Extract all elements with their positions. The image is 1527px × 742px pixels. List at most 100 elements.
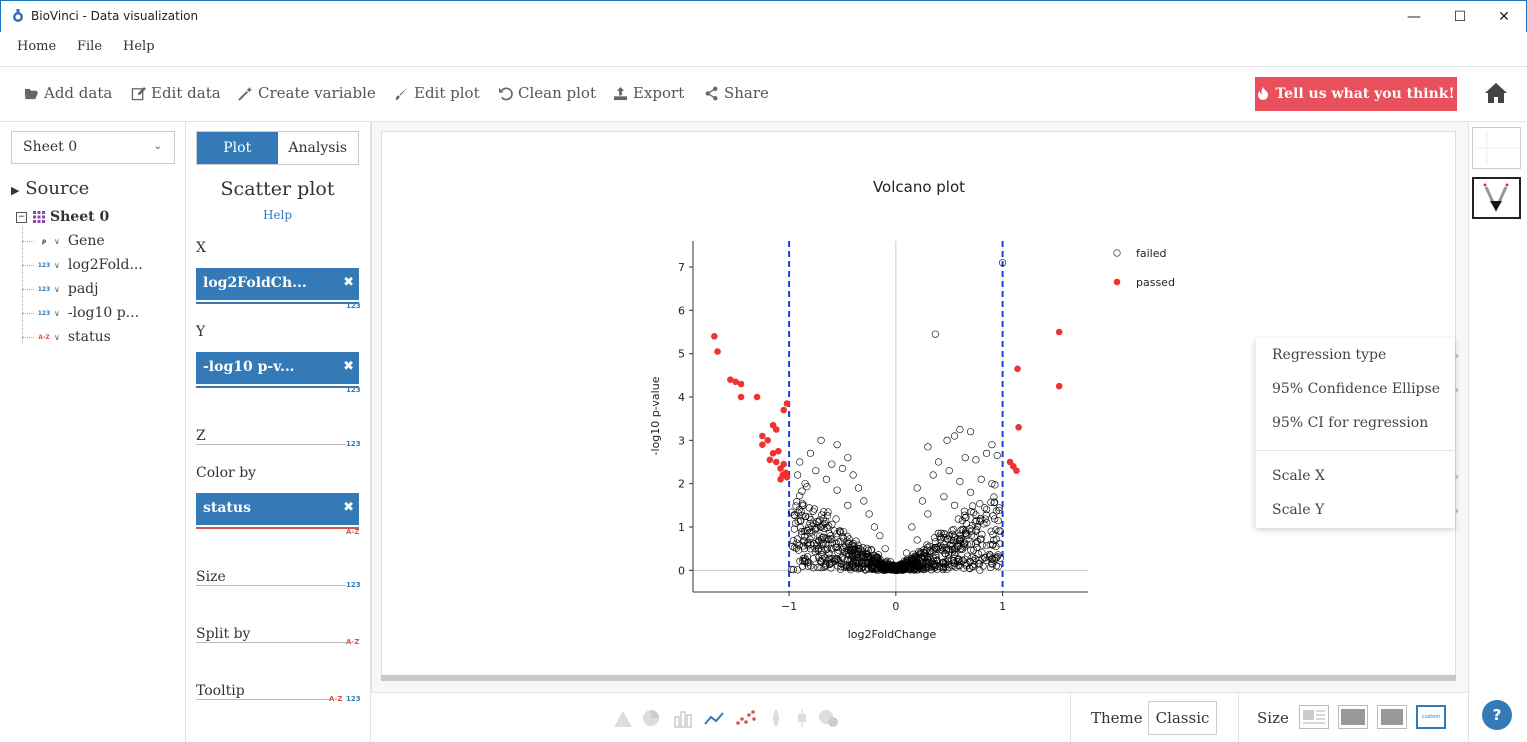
remove-color-icon[interactable]: ✖: [343, 500, 354, 515]
failed-point: [979, 562, 987, 570]
clean-plot-button[interactable]: Clean plot: [498, 84, 596, 102]
line-chart-type-icon[interactable]: [703, 708, 725, 728]
layout-medium-icon: [1381, 709, 1403, 725]
close-button[interactable]: ✕: [1481, 1, 1527, 33]
failed-point: [986, 540, 994, 549]
failed-point: [976, 535, 985, 543]
menu-confidence-ellipse[interactable]: 95% Confidence Ellipse: [1272, 381, 1440, 397]
create-variable-button[interactable]: Create variable: [238, 84, 376, 102]
home-icon[interactable]: [1484, 82, 1508, 104]
split-type-badge: A-Z: [346, 638, 360, 646]
tab-analysis[interactable]: Analysis: [288, 140, 348, 156]
passed-point: [714, 348, 721, 355]
menu-regression-type[interactable]: Regression type: [1272, 347, 1387, 363]
bubble-chart-type-icon[interactable]: [817, 708, 839, 728]
passed-point: [783, 400, 791, 407]
failed-point: [959, 557, 967, 565]
column-item[interactable]: 123 ∨ log2Fold...: [22, 255, 143, 275]
color-mapping-chip[interactable]: status ✖: [196, 493, 359, 525]
passed-point: [727, 376, 734, 383]
failed-point: [794, 517, 802, 526]
split-drop-line[interactable]: [196, 642, 346, 643]
chevron-down-icon[interactable]: ∨: [54, 260, 60, 270]
tab-plot[interactable]: Plot: [197, 132, 278, 164]
failed-point: [798, 487, 806, 495]
size-medium-option[interactable]: [1377, 705, 1407, 729]
failed-point: [975, 556, 983, 564]
x-mapping-chip[interactable]: log2FoldCh... ✖: [196, 268, 359, 300]
chevron-down-icon[interactable]: ∨: [54, 236, 60, 246]
chevron-down-icon[interactable]: ∨: [54, 308, 60, 318]
tooltip-type-badge-text: A-Z: [329, 695, 343, 703]
maximize-button[interactable]: ☐: [1437, 1, 1483, 33]
failed-point: [787, 508, 796, 516]
size-large-option[interactable]: [1338, 705, 1368, 729]
y-mapping-chip[interactable]: -log10 p-v... ✖: [196, 352, 359, 384]
export-button[interactable]: Export: [613, 84, 684, 102]
remove-x-icon[interactable]: ✖: [343, 275, 354, 290]
add-data-button[interactable]: Add data: [24, 84, 112, 102]
thumbnail-1[interactable]: [1472, 127, 1521, 169]
size-drop-line[interactable]: [196, 585, 346, 586]
share-button[interactable]: Share: [704, 84, 769, 102]
x-type-badge: 123: [346, 302, 361, 310]
failed-point: [932, 553, 940, 562]
bar-chart-type-icon[interactable]: [672, 708, 694, 728]
column-item[interactable]: ρ ∨ Gene: [22, 231, 105, 251]
menu-scale-x[interactable]: Scale X: [1272, 468, 1325, 484]
sheet-select[interactable]: Sheet 0 ⌄: [11, 131, 175, 164]
chevron-down-icon[interactable]: ∨: [54, 284, 60, 294]
column-item[interactable]: 123 ∨ padj: [22, 279, 98, 299]
box-plot-type-icon[interactable]: [791, 708, 813, 728]
failed-point: [998, 259, 1007, 267]
menu-file[interactable]: File: [77, 39, 103, 54]
menu-home[interactable]: Home: [17, 39, 57, 54]
chevron-down-icon[interactable]: ∨: [54, 332, 60, 342]
histogram-type-icon[interactable]: [612, 708, 634, 728]
passed-point: [732, 378, 740, 386]
failed-point: [995, 506, 1003, 514]
tooltip-label[interactable]: Tooltip: [196, 683, 245, 699]
theme-label: Theme: [1091, 709, 1143, 727]
help-link[interactable]: Help: [262, 208, 293, 222]
failed-point: [992, 542, 1000, 551]
remove-y-icon[interactable]: ✖: [343, 359, 354, 374]
column-item[interactable]: 123 ∨ -log10 p...: [22, 303, 139, 323]
failed-point: [804, 558, 813, 566]
failed-point: [813, 518, 821, 526]
failed-point: [994, 517, 1002, 525]
z-label[interactable]: Z: [196, 428, 206, 444]
failed-point: [793, 498, 801, 506]
edit-data-button[interactable]: Edit data: [131, 84, 221, 102]
menu-ci-regression[interactable]: 95% CI for regression: [1272, 415, 1429, 431]
tooltip-drop-line[interactable]: [196, 699, 331, 700]
collapse-icon[interactable]: −: [16, 211, 27, 223]
column-item[interactable]: A-Z ∨ status: [22, 327, 111, 347]
split-by-label[interactable]: Split by: [196, 626, 251, 642]
source-toggle[interactable]: ▶ Source: [11, 178, 89, 199]
failed-point: [865, 510, 873, 518]
edit-plot-button[interactable]: Edit plot: [394, 84, 480, 102]
failed-point: [875, 563, 883, 571]
y-axis-label: -log10 p-value: [649, 376, 662, 455]
theme-select[interactable]: Classic: [1148, 701, 1217, 735]
size-label[interactable]: Size: [196, 569, 226, 585]
thumbnail-2-active[interactable]: [1472, 177, 1521, 219]
menu-help[interactable]: Help: [123, 39, 155, 54]
minimize-button[interactable]: —: [1391, 1, 1437, 33]
z-drop-line[interactable]: [196, 444, 346, 445]
size-with-legend-option[interactable]: [1299, 705, 1329, 729]
scatter-chart-type-icon[interactable]: [735, 708, 757, 728]
share-label: Share: [724, 84, 769, 102]
size-custom-option[interactable]: custom: [1416, 705, 1446, 729]
tree-sheet-node[interactable]: − Sheet 0: [16, 207, 109, 227]
menu-scale-y[interactable]: Scale Y: [1272, 502, 1325, 518]
failed-point: [891, 566, 899, 574]
help-button[interactable]: ?: [1482, 700, 1512, 730]
failed-point: [954, 515, 962, 523]
feedback-button[interactable]: Tell us what you think!: [1255, 77, 1457, 111]
pie-chart-type-icon[interactable]: [640, 708, 662, 728]
passed-point: [759, 441, 766, 448]
plot-resize-bar[interactable]: [381, 675, 1456, 681]
violin-chart-type-icon[interactable]: [765, 708, 787, 728]
